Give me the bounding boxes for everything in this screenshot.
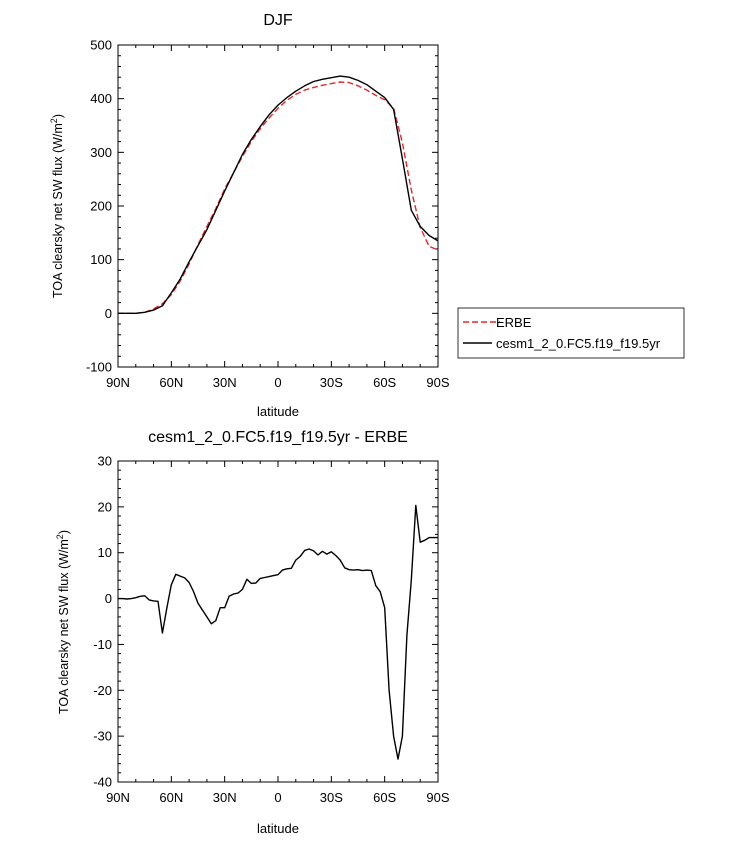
top-plot-frame — [117, 44, 439, 368]
bottom-x-axis-label: latitude — [257, 821, 299, 836]
legend-label-erbe: ERBE — [496, 315, 532, 330]
bottom-y-tick-label: 20 — [98, 499, 112, 514]
legend: ERBE cesm1_2_0.FC5.f19_f19.5yr — [457, 307, 685, 359]
top-y-tick-label: 300 — [90, 145, 112, 160]
top-y-tick-label: 400 — [90, 91, 112, 106]
bottom-y-tick-label: -40 — [93, 775, 112, 790]
bottom-x-tick-label: 60N — [159, 790, 183, 805]
legend-label-cesm: cesm1_2_0.FC5.f19_f19.5yr — [496, 336, 661, 351]
top-x-axis-label: latitude — [257, 404, 299, 419]
top-x-tick-label: 60N — [159, 375, 183, 390]
bottom-series-lines — [118, 504, 438, 760]
bottom-y-axis-label: TOA clearsky net SW flux (W/m2) — [55, 530, 71, 714]
top-series-lines — [118, 75, 439, 314]
top-x-tick-label: 60S — [373, 375, 396, 390]
top-series-line-1 — [118, 75, 439, 314]
bottom-chart-title: cesm1_2_0.FC5.f19_f19.5yr - ERBE — [148, 429, 408, 446]
top-x-tick-label: 90N — [106, 375, 130, 390]
top-panel: DJF TOA clearsky net SW flux (W/m2) lati… — [49, 12, 450, 419]
bottom-series-line-0 — [118, 504, 438, 760]
bottom-x-tick-label: 60S — [373, 790, 396, 805]
top-x-tick-label: 0 — [274, 375, 281, 390]
bottom-plot-frame — [117, 460, 439, 783]
top-chart-title: DJF — [263, 12, 293, 29]
bottom-y-tick-label: 30 — [98, 454, 112, 469]
top-y-tick-label: 0 — [105, 306, 112, 321]
top-x-tick-label: 90S — [426, 375, 449, 390]
bottom-x-tick-label: 90N — [106, 790, 130, 805]
top-y-tick-label: 100 — [90, 252, 112, 267]
bottom-panel: cesm1_2_0.FC5.f19_f19.5yr - ERBE TOA cle… — [55, 429, 450, 836]
top-y-axis-label: TOA clearsky net SW flux (W/m2) — [49, 114, 65, 298]
bottom-y-tick-label: -20 — [93, 683, 112, 698]
bottom-x-tick-label: 90S — [426, 790, 449, 805]
bottom-x-tick-label: 30N — [213, 790, 237, 805]
top-y-tick-label: 500 — [90, 38, 112, 53]
top-x-tick-label: 30S — [320, 375, 343, 390]
top-series-line-0 — [118, 81, 439, 314]
bottom-y-tick-label: 0 — [105, 591, 112, 606]
bottom-x-tick-label: 0 — [274, 790, 281, 805]
bottom-y-tick-label: -30 — [93, 729, 112, 744]
bottom-x-tick-label: 30S — [320, 790, 343, 805]
bottom-y-tick-label: 10 — [98, 545, 112, 560]
top-y-tick-label: 200 — [90, 199, 112, 214]
legend-box — [457, 307, 685, 359]
bottom-axis-ticks: 90N 60N 30N 0 30S 60S 90S -40 -30 -20 -10 0 10 20 30 — [93, 454, 450, 806]
top-x-tick-label: 30N — [213, 375, 237, 390]
top-y-tick-label: -100 — [86, 360, 112, 375]
bottom-y-tick-label: -10 — [93, 637, 112, 652]
top-axis-ticks: 90N 60N 30N 0 30S 60S 90S -100 0 100 200 300 400 500 — [86, 38, 450, 391]
